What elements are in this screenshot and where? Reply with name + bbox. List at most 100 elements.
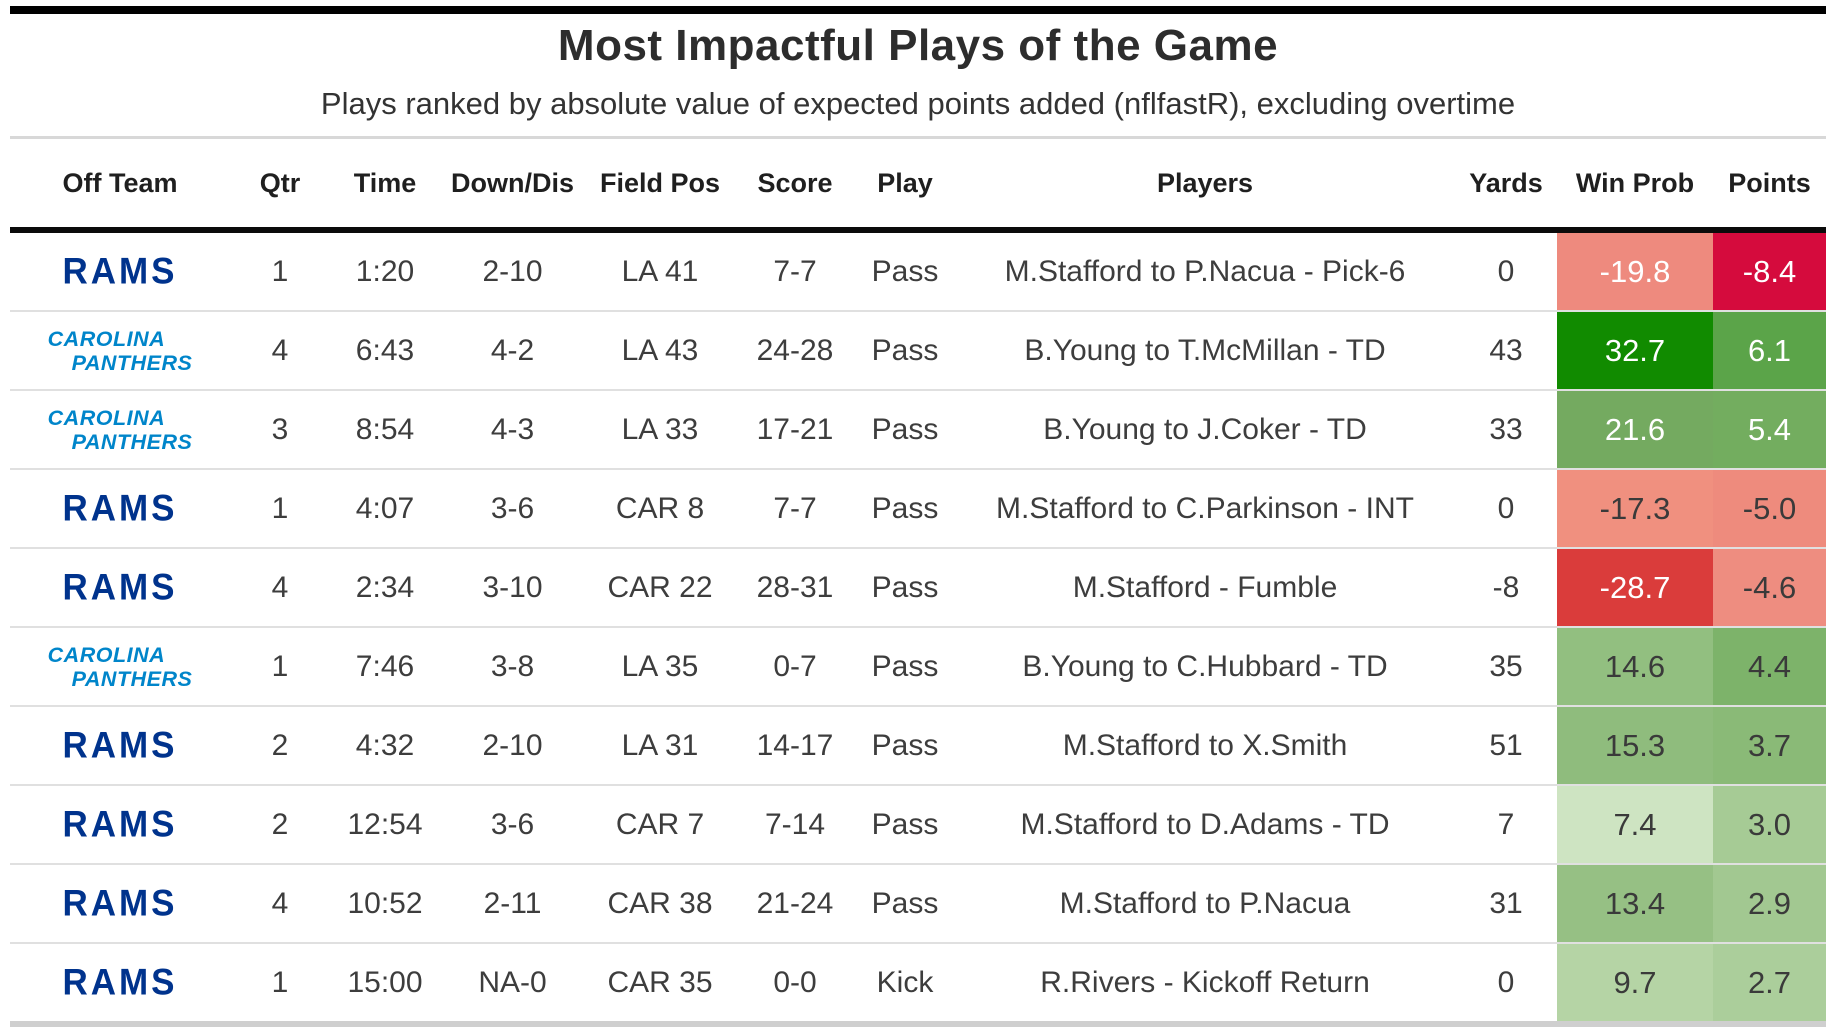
team-wordmark-line: RAMS xyxy=(62,804,178,845)
cell-time: 10:52 xyxy=(347,886,423,920)
col-header-off-team: Off Team xyxy=(62,167,178,198)
cell-field-pos: LA 33 xyxy=(621,412,699,446)
cell-win-prob: 9.7 xyxy=(1557,944,1713,1021)
table-row: RAMS 4 10:52 2-11 CAR 38 21-24 Pass M.St… xyxy=(10,863,1826,942)
col-header-down-dis: Down/Dis xyxy=(450,167,574,198)
cell-score: 0-0 xyxy=(773,965,817,999)
cell-win-prob: 15.3 xyxy=(1557,707,1713,784)
col-header-points: Points xyxy=(1728,167,1811,198)
cell-play: Pass xyxy=(871,807,939,841)
cell-down-dis: 4-2 xyxy=(490,333,535,367)
cell-field-pos: LA 35 xyxy=(621,649,699,683)
cell-time: 12:54 xyxy=(347,807,423,841)
cell-players: B.Young to C.Hubbard - TD xyxy=(1022,649,1388,683)
cell-down-dis: 3-10 xyxy=(482,570,543,604)
cell-yards: 43 xyxy=(1489,333,1523,367)
cell-score: 7-7 xyxy=(773,491,817,525)
cell-points: 5.4 xyxy=(1713,391,1826,468)
cell-points: 3.7 xyxy=(1713,707,1826,784)
team-wordmark-line: CAROLINA xyxy=(47,405,166,430)
cell-qtr: 4 xyxy=(271,333,289,367)
table-row: CAROLINA PANTHERS 3 8:54 4-3 LA 33 17-21 … xyxy=(10,389,1826,468)
team-logo: RAMS xyxy=(10,786,230,863)
cell-players: M.Stafford to D.Adams - TD xyxy=(1020,807,1390,841)
team-logo: RAMS xyxy=(10,707,230,784)
cell-time: 2:34 xyxy=(355,570,415,604)
cell-down-dis: 2-10 xyxy=(482,728,543,762)
top-rule-bar xyxy=(10,6,1826,14)
cell-field-pos: CAR 8 xyxy=(615,491,705,525)
cell-win-prob: 7.4 xyxy=(1557,786,1713,863)
cell-play: Pass xyxy=(871,254,939,288)
cell-players: B.Young to T.McMillan - TD xyxy=(1024,333,1386,367)
cell-points: -4.6 xyxy=(1713,549,1826,626)
cell-score: 7-14 xyxy=(764,807,826,841)
cell-points: 3.0 xyxy=(1713,786,1826,863)
cell-score: 21-24 xyxy=(756,886,834,920)
cell-field-pos: LA 31 xyxy=(621,728,699,762)
cell-win-prob: -17.3 xyxy=(1557,470,1713,547)
col-header-yards: Yards xyxy=(1469,167,1543,198)
table-row: RAMS 2 12:54 3-6 CAR 7 7-14 Pass M.Staff… xyxy=(10,784,1826,863)
cell-down-dis: 2-11 xyxy=(483,886,542,920)
team-wordmark-line: PANTHERS xyxy=(71,350,193,375)
team-wordmark-line: RAMS xyxy=(62,251,178,292)
cell-field-pos: CAR 38 xyxy=(607,886,713,920)
cell-points: 4.4 xyxy=(1713,628,1826,705)
page: Most Impactful Plays of the Game Plays r… xyxy=(10,6,1826,1027)
cell-field-pos: CAR 22 xyxy=(607,570,713,604)
table-header-row: Off Team Qtr Time Down/Dis Field Pos Sco… xyxy=(10,139,1826,233)
cell-time: 7:46 xyxy=(355,649,415,683)
cell-time: 15:00 xyxy=(347,965,423,999)
col-header-win-prob: Win Prob xyxy=(1575,167,1695,198)
cell-win-prob: 14.6 xyxy=(1557,628,1713,705)
cell-score: 28-31 xyxy=(756,570,834,604)
cell-play: Pass xyxy=(871,412,939,446)
cell-win-prob: -28.7 xyxy=(1557,549,1713,626)
cell-field-pos: CAR 7 xyxy=(615,807,705,841)
cell-qtr: 3 xyxy=(271,412,289,446)
cell-qtr: 4 xyxy=(271,570,289,604)
table-row: RAMS 1 4:07 3-6 CAR 8 7-7 Pass M.Staffor… xyxy=(10,468,1826,547)
col-header-time: Time xyxy=(353,167,417,198)
team-logo: RAMS xyxy=(10,865,230,942)
team-wordmark-line: RAMS xyxy=(62,725,178,766)
cell-play: Pass xyxy=(871,886,939,920)
cell-players: B.Young to J.Coker - TD xyxy=(1043,412,1367,446)
table-row: RAMS 2 4:32 2-10 LA 31 14-17 Pass M.Staf… xyxy=(10,705,1826,784)
cell-win-prob: 32.7 xyxy=(1557,312,1713,389)
cell-points: 2.9 xyxy=(1713,865,1826,942)
cell-yards: 51 xyxy=(1489,728,1523,762)
cell-yards: 0 xyxy=(1497,254,1515,288)
cell-time: 1:20 xyxy=(355,254,415,288)
cell-time: 4:32 xyxy=(355,728,415,762)
table-row: RAMS 1 1:20 2-10 LA 41 7-7 Pass M.Staffo… xyxy=(10,233,1826,310)
cell-time: 6:43 xyxy=(355,333,415,367)
team-logo: CAROLINA PANTHERS xyxy=(10,391,230,468)
cell-players: M.Stafford to P.Nacua xyxy=(1059,886,1351,920)
cell-play: Kick xyxy=(876,965,934,999)
team-wordmark-line: RAMS xyxy=(62,883,178,924)
cell-points: 6.1 xyxy=(1713,312,1826,389)
team-logo: CAROLINA PANTHERS xyxy=(10,628,230,705)
table-body: RAMS 1 1:20 2-10 LA 41 7-7 Pass M.Staffo… xyxy=(10,233,1826,1021)
cell-players: M.Stafford to P.Nacua - Pick-6 xyxy=(1004,254,1406,288)
cell-play: Pass xyxy=(871,649,939,683)
cell-points: -5.0 xyxy=(1713,470,1826,547)
cell-down-dis: 3-6 xyxy=(490,807,535,841)
team-logo: RAMS xyxy=(10,549,230,626)
cell-down-dis: 2-10 xyxy=(482,254,543,288)
col-header-players: Players xyxy=(1156,167,1254,198)
team-logo: CAROLINA PANTHERS xyxy=(10,312,230,389)
team-logo: RAMS xyxy=(10,233,230,310)
col-header-field-pos: Field Pos xyxy=(599,167,721,198)
cell-field-pos: LA 43 xyxy=(621,333,699,367)
cell-players: M.Stafford to C.Parkinson - INT xyxy=(996,491,1414,525)
page-subtitle: Plays ranked by absolute value of expect… xyxy=(320,86,1516,121)
cell-qtr: 2 xyxy=(271,728,289,762)
table-row: CAROLINA PANTHERS 4 6:43 4-2 LA 43 24-28 … xyxy=(10,310,1826,389)
team-logo: RAMS xyxy=(10,944,230,1021)
cell-time: 8:54 xyxy=(355,412,415,446)
team-wordmark-line: PANTHERS xyxy=(71,429,193,454)
cell-down-dis: NA-0 xyxy=(478,965,547,999)
